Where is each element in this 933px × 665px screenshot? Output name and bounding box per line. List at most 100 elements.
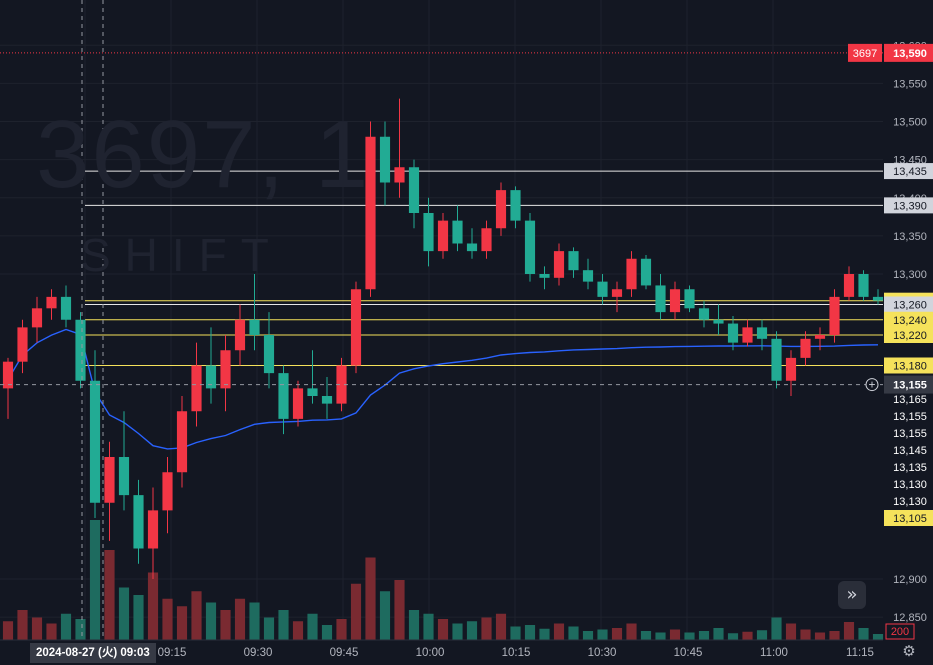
candle-body [756, 327, 768, 339]
volume-bar [785, 623, 797, 640]
candle-body [742, 327, 753, 343]
volume-bar [582, 631, 594, 640]
volume-bar [205, 602, 217, 640]
level-label: 13,220 [893, 330, 927, 342]
crosshair-price-label: 13,155 [893, 380, 927, 392]
candle-body [495, 190, 507, 229]
level-label-box [884, 311, 933, 328]
candle-body [800, 338, 811, 358]
volume-bar [800, 629, 811, 640]
level-label: 13,180 [893, 361, 927, 373]
y-axis-tick: 13,350 [893, 231, 927, 243]
last-price-box [884, 43, 933, 62]
volume-bar [568, 626, 579, 640]
candle-body [191, 365, 202, 412]
volume-bar [220, 610, 231, 640]
candle-body [771, 338, 782, 381]
volume-bar [394, 580, 405, 640]
candle-body [220, 350, 231, 389]
volume-bar [553, 623, 565, 640]
candle-body [133, 495, 144, 549]
volume-bar [669, 629, 681, 640]
volume-axis-box [885, 623, 915, 640]
level-label-box [884, 296, 933, 313]
y-axis-tick: 12,850 [893, 612, 927, 624]
level-stack-label: 13,135 [893, 462, 927, 474]
candle-body [510, 190, 521, 221]
volume-bar [771, 617, 782, 640]
volume-bar [626, 623, 637, 640]
volume-bar [727, 633, 739, 640]
candle-body [582, 270, 594, 282]
volume-bar [524, 625, 536, 640]
candle-body [611, 289, 623, 297]
volume-bar [350, 583, 362, 640]
volume-bar [365, 557, 376, 640]
volume-bar [756, 630, 768, 640]
level-stack-label: 13,155 [893, 428, 927, 440]
candle-body [365, 136, 376, 290]
candle-body [234, 319, 246, 351]
volume-bar [698, 631, 710, 640]
candle-body [713, 319, 724, 324]
candle-body [336, 365, 347, 404]
level-stack-label: 13,130 [893, 479, 927, 491]
volume-bar [423, 613, 434, 640]
candle-body [655, 285, 666, 313]
volume-axis-label: 200 [891, 626, 909, 638]
candle-body [843, 274, 855, 297]
candle-body [147, 510, 159, 549]
candle-body [292, 388, 304, 419]
volume-bar [742, 631, 753, 640]
gear-icon[interactable]: ⚙ [902, 642, 916, 660]
volume-bar [307, 613, 318, 640]
volume-bar [379, 591, 391, 640]
level-stack-label: 13,165 [893, 394, 927, 406]
candle-body [2, 361, 14, 389]
candle-body [278, 373, 289, 419]
candle-body [872, 296, 884, 301]
volume-bar [176, 606, 188, 640]
x-axis-tick: 09:15 [158, 647, 187, 659]
volume-bar [829, 631, 840, 640]
candle-body [249, 319, 260, 335]
volume-bar [481, 617, 492, 640]
level-label: 13,260 [893, 300, 927, 312]
volume-bar [89, 520, 101, 640]
level-stack-label: 13,155 [893, 411, 927, 423]
level-label: 13,390 [893, 200, 927, 212]
candle-body [31, 308, 43, 328]
volume-bar [872, 634, 884, 640]
level-stack-label: 13,145 [893, 445, 927, 457]
scroll-to-realtime-button[interactable]: » [838, 581, 866, 609]
candle-body [539, 274, 550, 278]
volume-bar [843, 622, 855, 640]
candle-body [785, 357, 797, 381]
level-stack-label: 13,130 [893, 496, 927, 508]
candle-body [669, 289, 681, 313]
y-axis-tick: 13,500 [893, 117, 927, 129]
candle-body [263, 335, 275, 374]
candle-body [640, 258, 652, 286]
volume-bar [684, 632, 695, 640]
candle-body [379, 136, 391, 183]
candle-body [452, 220, 463, 244]
volume-bar [495, 613, 507, 640]
volume-bar [104, 550, 115, 640]
volume-bar [263, 617, 275, 640]
symbol-tag-box [848, 43, 882, 62]
volume-bar [234, 598, 246, 640]
level-label-box [884, 357, 933, 374]
volume-bar [466, 621, 478, 640]
volume-bar [437, 619, 449, 640]
volume-bar [147, 572, 159, 640]
x-axis-tick: 10:45 [674, 647, 703, 659]
volume-bar [75, 619, 86, 640]
candle-body [524, 220, 536, 274]
level-label-box [884, 197, 933, 214]
volume-bar [31, 617, 43, 640]
candle-body [394, 167, 405, 183]
volume-bar [133, 595, 144, 640]
watermark-name: SHIFT [80, 229, 283, 281]
